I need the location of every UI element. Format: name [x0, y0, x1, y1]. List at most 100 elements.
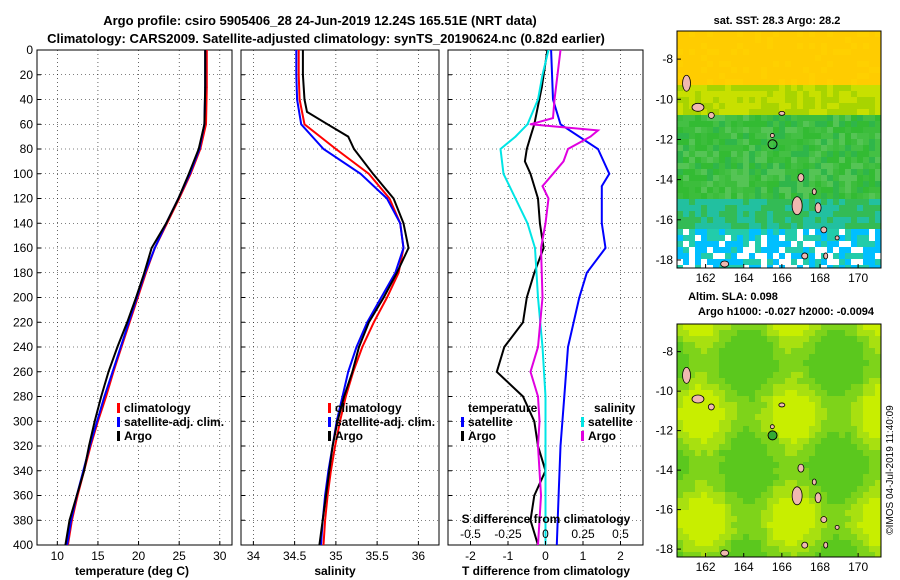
map-cell: [689, 163, 695, 169]
map-cell: [809, 211, 815, 217]
map-cell: [803, 330, 809, 336]
map-cell: [749, 510, 755, 516]
map-cell: [839, 235, 845, 241]
x-tick-label: 30: [213, 549, 227, 563]
map-cell: [839, 534, 845, 540]
map-cell: [767, 420, 773, 426]
map-cell: [851, 121, 857, 127]
map-cell: [779, 516, 785, 522]
map-cell: [761, 468, 767, 474]
map-cell: [797, 336, 803, 342]
map-cell: [773, 229, 779, 235]
data-point: [537, 98, 539, 101]
map-cell: [749, 498, 755, 504]
map-cell: [677, 259, 683, 265]
map-cell: [689, 265, 695, 268]
map-cell: [719, 49, 725, 55]
map-cell: [737, 414, 743, 420]
map-cell: [797, 552, 803, 557]
s-diff-tick-label: 0.5: [612, 527, 629, 541]
map-cell: [719, 139, 725, 145]
map-cell: [857, 247, 863, 253]
map-cell: [761, 97, 767, 103]
map-cell: [821, 241, 827, 247]
map-cell: [815, 55, 821, 61]
map-cell: [695, 157, 701, 163]
map-cell: [827, 199, 833, 205]
map-cell: [683, 211, 689, 217]
map-cell: [863, 163, 869, 169]
map-cell: [809, 348, 815, 354]
map-cell: [863, 157, 869, 163]
map-cell: [821, 169, 827, 175]
map-cell: [713, 193, 719, 199]
map-cell: [863, 121, 869, 127]
map-cell: [749, 133, 755, 139]
map-x-tick-label: 168: [810, 560, 830, 574]
map-x-tick-label: 164: [734, 271, 754, 285]
map-cell: [719, 223, 725, 229]
map-cell: [713, 241, 719, 247]
map-cell: [719, 145, 725, 151]
map-cell: [779, 468, 785, 474]
map-cell: [839, 67, 845, 73]
map-cell: [827, 384, 833, 390]
data-point: [126, 321, 129, 324]
map-cell: [845, 384, 851, 390]
map-cell: [821, 474, 827, 480]
map-cell: [725, 67, 731, 73]
map-cell: [827, 504, 833, 510]
map-cell: [707, 223, 713, 229]
data-point: [143, 271, 146, 274]
map-y-tick-label: -10: [656, 384, 674, 398]
map-cell: [869, 492, 875, 498]
depth-tick-label: 320: [13, 439, 33, 453]
map-cell: [707, 175, 713, 181]
map-cell: [701, 151, 707, 157]
map-cell: [719, 193, 725, 199]
map-cell: [683, 324, 689, 330]
map-cell: [875, 115, 881, 121]
map-cell: [833, 115, 839, 121]
map-cell: [863, 97, 869, 103]
legend-label-s-satellite: satellite: [588, 415, 633, 429]
map-cell: [791, 217, 797, 223]
map-cell: [701, 324, 707, 330]
map-cell: [755, 91, 761, 97]
map-cell: [749, 103, 755, 109]
map-cell: [743, 79, 749, 85]
map-cell: [773, 366, 779, 372]
map-cell: [863, 127, 869, 133]
map-cell: [797, 360, 803, 366]
map-cell: [749, 420, 755, 426]
map-cell: [803, 510, 809, 516]
map-cell: [779, 121, 785, 127]
map-cell: [695, 552, 701, 557]
map-cell: [875, 217, 881, 223]
map-cell: [689, 336, 695, 342]
map-cell: [719, 133, 725, 139]
map-cell: [719, 127, 725, 133]
map-cell: [857, 79, 863, 85]
map-cell: [857, 115, 863, 121]
map-cell: [869, 61, 875, 67]
map-cell: [857, 265, 863, 268]
map-cell: [809, 175, 815, 181]
map-cell: [773, 247, 779, 253]
map-cell: [833, 259, 839, 265]
map-cell: [737, 151, 743, 157]
data-point: [347, 370, 350, 373]
map-cell: [707, 79, 713, 85]
map-cell: [839, 55, 845, 61]
map-cell: [797, 408, 803, 414]
map-cell: [743, 540, 749, 546]
map-cell: [803, 259, 809, 265]
map-cell: [863, 223, 869, 229]
map-cell: [779, 157, 785, 163]
map-cell: [767, 510, 773, 516]
map-cell: [869, 223, 875, 229]
map-cell: [755, 115, 761, 121]
map-cell: [737, 211, 743, 217]
map-cell: [767, 157, 773, 163]
